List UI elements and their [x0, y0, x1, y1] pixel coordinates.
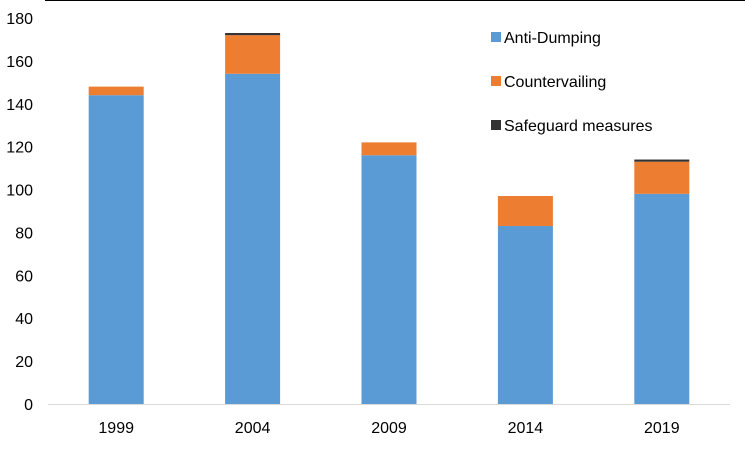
bar-segment-anti-dumping-2014: [497, 226, 553, 404]
bar-segment-countervailing-2019: [634, 161, 690, 194]
x-tick-label-1999: 1999: [98, 420, 134, 437]
bar-segment-countervailing-1999: [88, 86, 144, 96]
x-tick-label-2014: 2014: [508, 420, 544, 437]
chart-frame: [45, 0, 745, 405]
bar-segment-safeguard-measures-2019: [634, 159, 690, 162]
legend-label-countervailing: Countervailing: [504, 74, 606, 91]
bar-segment-safeguard-measures-2004: [225, 33, 281, 36]
legend: Anti-Dumping Countervailing Safeguard meas…: [491, 30, 653, 135]
x-tick-label-2009: 2009: [371, 420, 407, 437]
x-axis-ticks: 1999 2004 2009 2014 2019: [98, 420, 679, 437]
bar-segment-anti-dumping-2009: [361, 155, 417, 404]
y-tick-label-180: 180: [6, 11, 33, 28]
x-tick-label-2019: 2019: [644, 420, 680, 437]
y-tick-label-40: 40: [15, 311, 33, 328]
bar-segment-anti-dumping-1999: [88, 95, 144, 404]
y-tick-label-120: 120: [6, 140, 33, 157]
legend-swatch-safeguard-measures: [491, 120, 501, 130]
x-tick-label-2004: 2004: [235, 420, 271, 437]
legend-label-safeguard-measures: Safeguard measures: [504, 118, 653, 135]
bar-segment-countervailing-2014: [497, 195, 553, 227]
y-tick-label-60: 60: [15, 268, 33, 285]
bar-segment-countervailing-2009: [361, 142, 417, 156]
y-tick-label-20: 20: [15, 354, 33, 371]
bar-segment-anti-dumping-2019: [634, 193, 690, 404]
bar-segment-anti-dumping-2004: [225, 73, 281, 404]
y-tick-label-140: 140: [6, 97, 33, 114]
y-tick-label-80: 80: [15, 225, 33, 242]
legend-swatch-anti-dumping: [491, 32, 501, 42]
bar-segment-countervailing-2004: [225, 35, 281, 74]
legend-label-anti-dumping: Anti-Dumping: [504, 30, 601, 47]
y-tick-label-0: 0: [24, 397, 33, 414]
legend-swatch-countervailing: [491, 76, 501, 86]
bars-group: [88, 33, 690, 404]
y-tick-label-100: 100: [6, 183, 33, 200]
y-tick-label-160: 160: [6, 54, 33, 71]
y-axis-ticks: 0 20 40 60 80 100 120 140 160 180: [6, 11, 33, 414]
